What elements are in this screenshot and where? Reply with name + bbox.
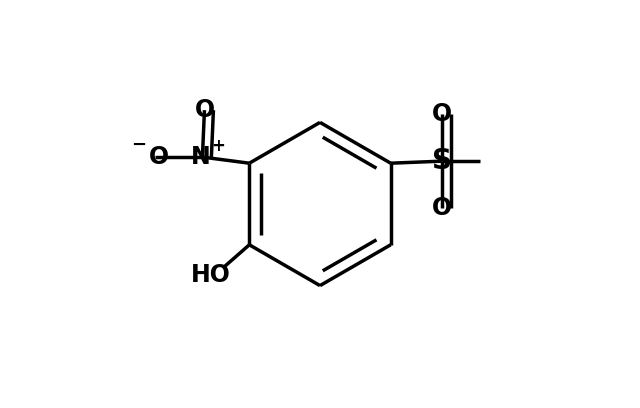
- Text: +: +: [211, 137, 225, 155]
- Text: N: N: [191, 145, 211, 169]
- Text: O: O: [431, 102, 452, 126]
- Text: O: O: [195, 98, 214, 122]
- Text: O: O: [431, 196, 452, 220]
- Text: O: O: [148, 145, 169, 169]
- Text: HO: HO: [191, 264, 230, 287]
- Text: −: −: [131, 136, 146, 154]
- Text: S: S: [431, 147, 452, 175]
